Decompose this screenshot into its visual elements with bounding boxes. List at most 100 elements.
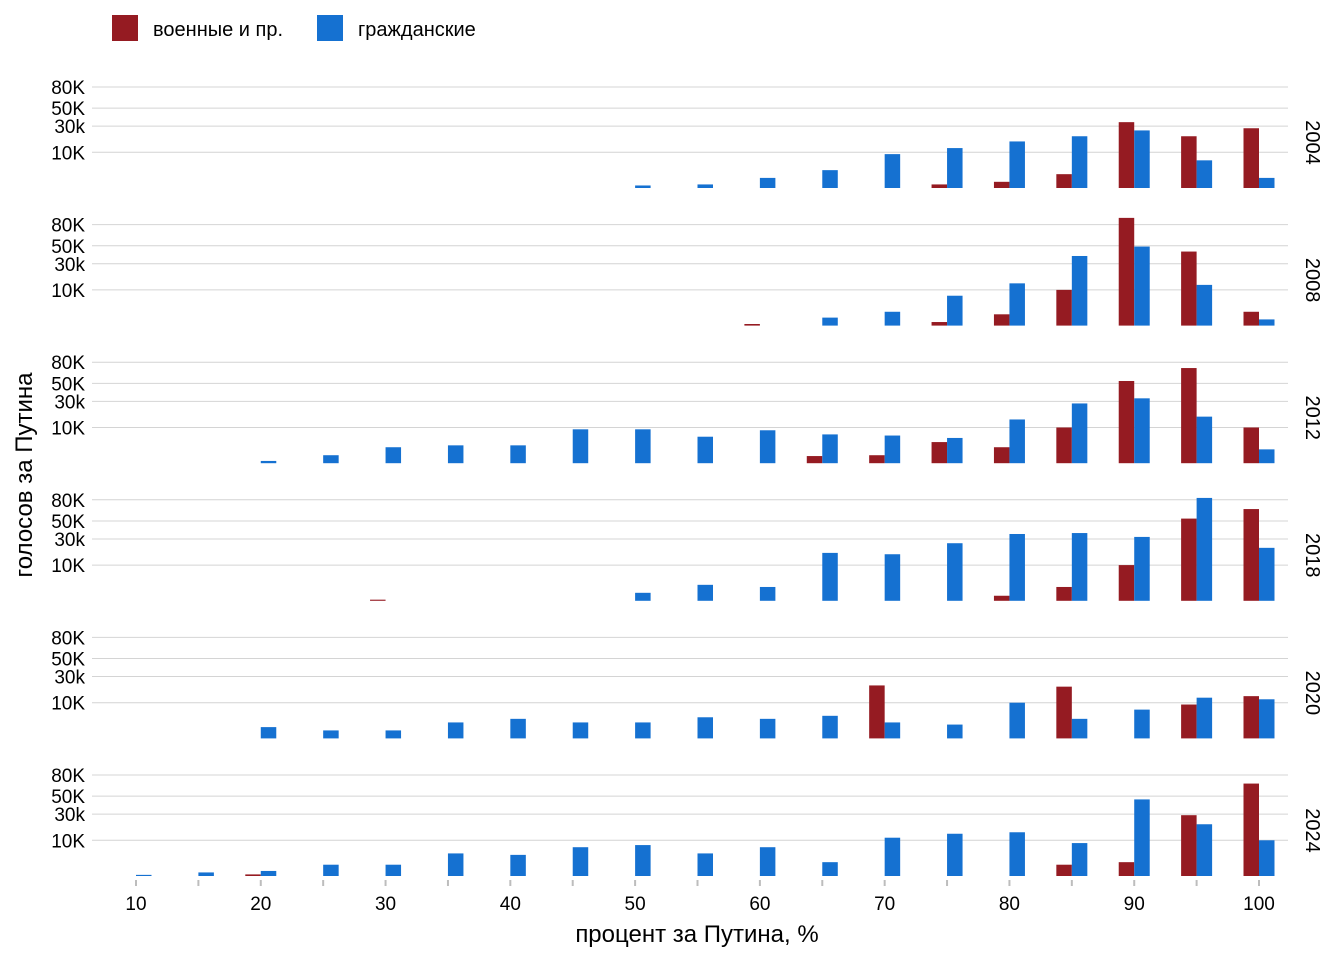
y-tick-label: 30k (54, 530, 85, 551)
y-tick-label: 80K (51, 766, 85, 787)
y-tick-label: 50K (51, 374, 85, 395)
bar-military-2004-90 (1118, 122, 1135, 188)
bar-civilian-2008-65 (822, 317, 838, 326)
bar-civilian-2020-35 (447, 722, 464, 739)
bar-military-2008-95 (1181, 251, 1197, 326)
bar-civilian-2004-55 (697, 184, 713, 188)
y-tick-label: 50K (51, 787, 85, 808)
bar-military-2018-100 (1243, 509, 1259, 601)
bar-civilian-2008-95 (1196, 284, 1213, 326)
x-tick-label: 70 (874, 894, 895, 915)
y-tick-label: 10K (51, 694, 85, 715)
bar-civilian-2020-25 (323, 730, 339, 739)
legend: военные и пр. гражданские (112, 15, 476, 41)
bar-civilian-2024-70 (884, 837, 901, 876)
bar-military-2018-95 (1181, 518, 1197, 601)
y-tick-label: 80K (51, 216, 85, 237)
bar-civilian-2018-75 (947, 543, 963, 601)
bar-military-2018-85 (1056, 586, 1072, 601)
bar-military-2012-70 (869, 455, 885, 464)
bar-civilian-2012-95 (1196, 416, 1213, 464)
facet-label-2020: 2020 (1301, 671, 1323, 716)
y-tick-label: 10K (51, 281, 85, 302)
bar-military-2004-75 (931, 184, 948, 188)
bar-civilian-2020-50 (635, 722, 651, 739)
bar-civilian-2024-95 (1196, 824, 1213, 876)
bar-civilian-2020-95 (1196, 697, 1213, 739)
bar-civilian-2020-20 (260, 727, 277, 739)
facet-label-2004: 2004 (1301, 120, 1323, 165)
bar-civilian-2012-70 (884, 435, 901, 464)
bar-military-2024-85 (1056, 864, 1072, 876)
bar-civilian-2018-90 (1134, 536, 1150, 601)
bar-civilian-2024-20 (260, 870, 277, 876)
y-tick-label: 10K (51, 143, 85, 164)
bar-civilian-2012-90 (1134, 398, 1150, 464)
bar-civilian-2012-40 (510, 445, 526, 464)
bar-civilian-2024-40 (510, 854, 526, 876)
bar-civilian-2012-85 (1071, 403, 1088, 464)
x-tick-label: 90 (1124, 894, 1145, 915)
bar-military-2020-100 (1243, 696, 1259, 739)
bar-civilian-2004-60 (759, 177, 776, 188)
bar-military-2004-95 (1181, 136, 1197, 188)
bar-civilian-2020-100 (1259, 699, 1275, 739)
x-axis: 10 20 30 40 50 60 70 80 90 100 (125, 880, 1275, 915)
legend-label-military: военные и пр. (153, 19, 283, 41)
x-tick-label: 10 (125, 894, 146, 915)
bar-military-2020-95 (1181, 704, 1197, 739)
bar-military-2012-95 (1181, 368, 1197, 464)
bar-civilian-2012-25 (323, 455, 339, 464)
bar-civilian-2020-85 (1071, 718, 1088, 739)
bar-civilian-2024-50 (635, 845, 651, 876)
bar-civilian-2020-90 (1134, 709, 1150, 739)
bar-military-2020-85 (1056, 686, 1072, 739)
bar-military-2008-75 (931, 322, 948, 326)
bar-civilian-2012-45 (572, 429, 589, 464)
x-tick-label: 100 (1243, 894, 1275, 915)
bar-civilian-2012-55 (697, 436, 713, 464)
bar-military-2008-60 (744, 324, 760, 326)
bar-civilian-2020-30 (385, 730, 402, 739)
bar-civilian-2020-70 (884, 722, 901, 739)
y-tick-label: 50K (51, 650, 85, 671)
bar-military-2018-80 (993, 595, 1010, 601)
x-axis-title: процент за Путина, % (575, 921, 818, 948)
x-tick-label: 40 (500, 894, 521, 915)
bar-civilian-2024-45 (572, 847, 589, 876)
x-tick-label: 30 (375, 894, 396, 915)
bar-civilian-2024-55 (697, 853, 713, 876)
bar-civilian-2024-65 (822, 862, 838, 876)
bar-civilian-2024-90 (1134, 799, 1150, 876)
facet-label-2024: 2024 (1301, 808, 1323, 853)
bar-civilian-2024-25 (323, 864, 339, 876)
bar-civilian-2004-85 (1071, 136, 1088, 188)
bar-civilian-2012-50 (635, 429, 651, 464)
bar-civilian-2008-80 (1009, 283, 1025, 326)
y-tick-label: 80K (51, 628, 85, 649)
bar-military-2018-90 (1118, 565, 1135, 601)
bar-civilian-2024-100 (1259, 840, 1275, 876)
bar-civilian-2018-80 (1009, 533, 1025, 601)
bar-military-2012-80 (993, 447, 1010, 464)
bar-civilian-2018-55 (697, 584, 713, 601)
bar-civilian-2008-75 (947, 295, 963, 326)
bar-civilian-2012-20 (260, 460, 277, 464)
bar-civilian-2008-90 (1134, 246, 1150, 326)
legend-swatch-civilian (317, 15, 343, 41)
legend-swatch-military (112, 15, 138, 41)
bar-civilian-2024-30 (385, 864, 402, 876)
facet-label-2012: 2012 (1301, 395, 1323, 440)
bar-civilian-2020-60 (759, 718, 776, 739)
y-tick-label: 50K (51, 237, 85, 258)
bar-civilian-2024-60 (759, 847, 776, 876)
bar-civilian-2020-55 (697, 717, 713, 739)
bar-military-2024-95 (1181, 815, 1197, 876)
bar-military-2012-75 (931, 442, 948, 464)
